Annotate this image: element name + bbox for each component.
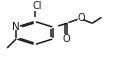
Text: O: O [62, 34, 70, 44]
Text: Cl: Cl [32, 1, 42, 11]
Text: O: O [77, 13, 85, 23]
Text: N: N [12, 22, 20, 32]
